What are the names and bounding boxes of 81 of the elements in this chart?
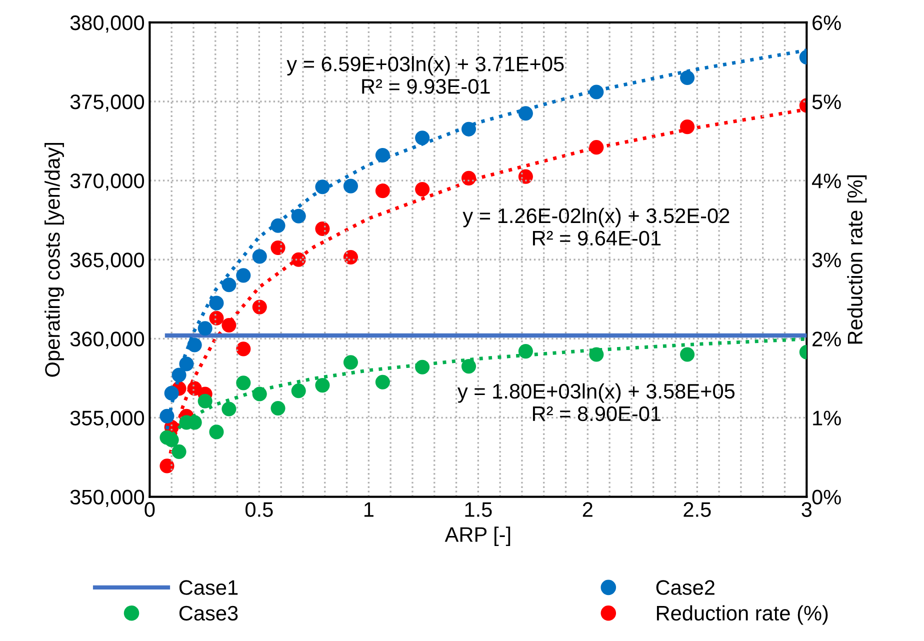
- point: [291, 384, 306, 398]
- x-axis-title: ARP [-]: [444, 526, 510, 546]
- y2-tick-label: 5%: [812, 94, 841, 110]
- point: [187, 338, 202, 352]
- annotation: y = 1.26E-02ln(x) + 3.52E-02 R² = 9.64E-01: [462, 208, 730, 246]
- point: [160, 458, 174, 474]
- point: [252, 300, 267, 314]
- point: [270, 400, 286, 416]
- point: [680, 70, 695, 86]
- point: [518, 344, 533, 359]
- point: [375, 374, 390, 390]
- y2-tick-label: 4%: [812, 174, 841, 188]
- point: [222, 402, 236, 416]
- y2-axis-title: Reduction rate [%]: [847, 175, 867, 344]
- point: [179, 356, 194, 372]
- point: [589, 347, 604, 362]
- point: [236, 268, 251, 283]
- y-tick-label: 350,000: [70, 490, 144, 507]
- point: [209, 310, 224, 326]
- x-tick-label: 0: [144, 502, 155, 517]
- point: [222, 278, 236, 292]
- point: [236, 376, 251, 390]
- point: [270, 240, 286, 256]
- x-tick-label: 1.5: [465, 502, 492, 517]
- x-tick-label: 2.5: [684, 502, 711, 517]
- point: [680, 347, 695, 362]
- point: [375, 148, 390, 163]
- y-tick-label: 380,000: [70, 15, 144, 33]
- y-tick-label: 360,000: [70, 332, 144, 349]
- point: [343, 355, 358, 370]
- point: [589, 140, 604, 155]
- point: [415, 182, 430, 197]
- x-tick-label: 2: [582, 502, 592, 517]
- point: [680, 120, 695, 134]
- y-tick-label: 375,000: [70, 94, 144, 112]
- point: [343, 178, 358, 194]
- point: [315, 378, 330, 393]
- point: [589, 84, 604, 100]
- y2-tick-label: 6%: [812, 15, 841, 30]
- point: [172, 368, 186, 382]
- point: [315, 180, 330, 194]
- point: [236, 342, 251, 356]
- point: [164, 432, 179, 448]
- point: [461, 170, 476, 186]
- point: [209, 424, 224, 440]
- point: [270, 218, 286, 233]
- point: [415, 360, 430, 374]
- y-axis-title: Operating costs [yen/day]: [44, 142, 64, 377]
- y2-tick-label: 0%: [812, 490, 841, 505]
- point: [415, 130, 430, 146]
- x-tick-label: 3: [802, 502, 812, 517]
- point: [518, 106, 533, 121]
- point: [343, 250, 358, 265]
- y-tick-label: 365,000: [70, 252, 144, 270]
- legend-label: Case3: [179, 606, 238, 621]
- point: [160, 408, 174, 424]
- y-tick-label: 370,000: [70, 174, 144, 191]
- y2-tick-label: 1%: [813, 410, 841, 426]
- x-tick-label: 0.5: [246, 502, 273, 517]
- y-tick-label: 355,000: [70, 410, 144, 428]
- point: [198, 394, 212, 408]
- point: [315, 221, 330, 236]
- point: [291, 208, 306, 224]
- point: [461, 359, 476, 374]
- point: [209, 296, 224, 310]
- legend-label: Reduction rate (%): [656, 605, 828, 625]
- x-tick-label: 1: [364, 502, 374, 517]
- legend-label: Case2: [656, 580, 714, 595]
- y2-tick-label: 3%: [812, 252, 841, 268]
- legend-label: Case1: [179, 580, 238, 595]
- point: [375, 184, 390, 198]
- point: [222, 318, 236, 333]
- point: [164, 386, 179, 400]
- point: [172, 444, 186, 459]
- point: [461, 122, 476, 136]
- y2-tick-label: 2%: [812, 332, 841, 346]
- annotation: y = 1.80E+03ln(x) + 3.58E+05 R² = 8.90E-01: [457, 383, 735, 422]
- point: [198, 321, 212, 336]
- point: [252, 386, 267, 402]
- point: [252, 249, 267, 264]
- annotation: y = 6.59E+03ln(x) + 3.71E+05 R² = 9.93E-01: [286, 56, 564, 94]
